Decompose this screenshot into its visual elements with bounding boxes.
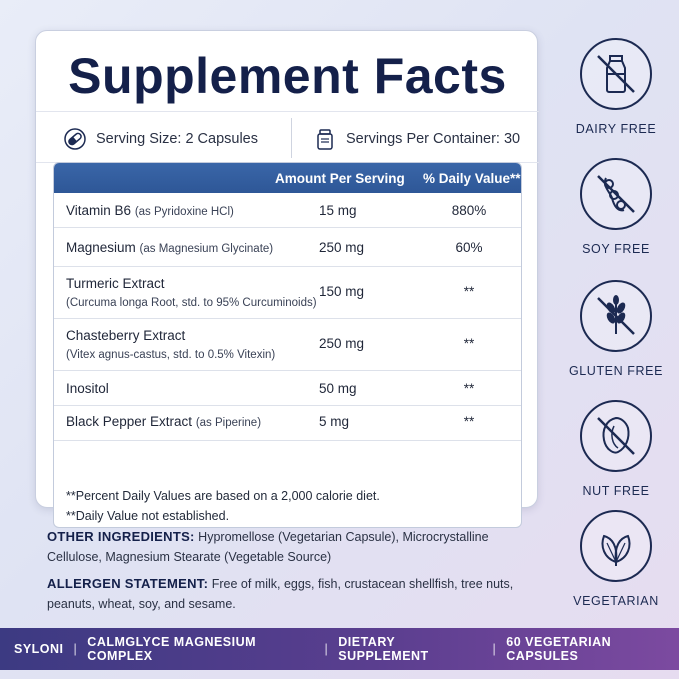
nutrient-dv: 60% <box>455 240 483 255</box>
footer-separator: | <box>73 642 78 656</box>
wheat-crossed-icon <box>580 280 652 352</box>
footer-type: DIETARY SUPPLEMENT <box>338 635 429 663</box>
footer-product: CALMGLYCE MAGNESIUM COMPLEX <box>87 635 257 663</box>
footnote-daily-values: **Percent Daily Values are based on a 2,… <box>66 489 380 503</box>
table-row: Black Pepper Extract (as Piperine) 5 mg … <box>54 406 521 441</box>
nutrient-source: (as Magnesium Glycinate) <box>139 243 274 255</box>
nutrient-source: (Vitex agnus-castus, std. to 0.5% Vitexi… <box>66 349 276 361</box>
table-row: Vitamin B6 (as Pyridoxine HCl) 15 mg 880… <box>54 193 521 228</box>
nutrient-name: Black Pepper Extract <box>66 414 193 429</box>
other-ingredients-text: Hypromellose (Vegetarian Capsule), Micro… <box>47 530 489 564</box>
footer-count: 60 VEGETARIAN CAPSULES <box>506 635 612 663</box>
nut-crossed-icon <box>580 400 652 472</box>
nutrient-dv: 880% <box>451 203 487 218</box>
nutrient-table: Amount Per Serving % Daily Value** Vitam… <box>53 162 522 528</box>
table-header: Amount Per Serving % Daily Value** <box>54 163 521 193</box>
nutrient-amount: 250 mg <box>319 336 365 351</box>
nutrient-source: (as Piperine) <box>195 417 262 429</box>
nutrient-dv: ** <box>463 336 475 351</box>
column-amount: Amount Per Serving <box>275 171 405 186</box>
nutrient-name: Magnesium <box>66 240 136 255</box>
serving-divider <box>291 118 292 158</box>
soybean-crossed-icon <box>580 158 652 230</box>
allergen-text: Free of milk, eggs, fish, crustacean she… <box>47 577 514 611</box>
nutrient-name: Vitamin B6 <box>66 203 132 218</box>
serving-size: Serving Size: 2 Capsules <box>64 128 258 150</box>
allergen-label: ALLERGEN STATEMENT: <box>47 576 209 591</box>
nutrient-amount: 15 mg <box>319 203 357 218</box>
column-daily-value: % Daily Value** <box>423 171 521 186</box>
badge-soy-free: SOY FREE <box>566 158 666 256</box>
badge-label: SOY FREE <box>582 242 650 256</box>
leaf-icon <box>580 510 652 582</box>
nutrient-amount: 250 mg <box>319 240 365 255</box>
page-title: Supplement Facts <box>68 48 507 104</box>
servings-per-container-text: Servings Per Container: 30 <box>346 131 521 147</box>
supplement-facts-panel: Supplement Facts Serving Size: 2 Capsule… <box>35 30 539 528</box>
milk-bottle-crossed-icon <box>580 38 652 110</box>
badge-label: VEGETARIAN <box>573 594 659 608</box>
badge-dairy-free: DAIRY FREE <box>566 38 666 136</box>
badge-vegetarian: VEGETARIAN <box>566 510 666 608</box>
other-ingredients-label: OTHER INGREDIENTS: <box>47 529 195 544</box>
table-row: Inositol 50 mg ** <box>54 371 521 406</box>
nutrient-amount: 50 mg <box>319 381 357 396</box>
footer-brand: SYLONI <box>14 642 64 656</box>
badge-label: DAIRY FREE <box>575 122 657 136</box>
footer-separator: | <box>324 642 329 656</box>
nutrient-name: Chasteberry Extract <box>66 328 186 343</box>
footnote-not-established: **Daily Value not established. <box>66 509 230 523</box>
serving-size-text: Serving Size: 2 Capsules <box>96 131 258 147</box>
badge-label: GLUTEN FREE <box>568 364 664 378</box>
nutrient-amount: 150 mg <box>319 284 365 299</box>
table-row: Chasteberry Extract (Vitex agnus-castus,… <box>54 319 521 371</box>
nutrient-dv: ** <box>463 414 475 429</box>
badge-gluten-free: GLUTEN FREE <box>566 280 666 378</box>
nutrient-name: Inositol <box>66 381 109 396</box>
other-ingredients: OTHER INGREDIENTS: Hypromellose (Vegetar… <box>47 527 507 567</box>
nutrient-source: (Curcuma longa Root, std. to 95% Curcumi… <box>66 297 317 309</box>
badge-label: NUT FREE <box>582 484 650 498</box>
table-row: Turmeric Extract (Curcuma longa Root, st… <box>54 267 521 319</box>
nutrient-dv: ** <box>463 284 475 299</box>
nutrient-amount: 5 mg <box>319 414 350 429</box>
capsule-icon <box>64 128 86 150</box>
table-row: Magnesium (as Magnesium Glycinate) 250 m… <box>54 228 521 267</box>
servings-per-container: Servings Per Container: 30 <box>314 128 520 150</box>
footer-separator: | <box>492 642 497 656</box>
footer-bar: SYLONI | CALMGLYCE MAGNESIUM COMPLEX | D… <box>0 628 679 670</box>
jar-icon <box>314 128 336 150</box>
allergen-statement: ALLERGEN STATEMENT: Free of milk, eggs, … <box>47 574 517 614</box>
nutrient-dv: ** <box>463 381 475 396</box>
serving-info-row: Serving Size: 2 Capsules Servings Per Co… <box>36 111 539 163</box>
badge-nut-free: NUT FREE <box>566 400 666 498</box>
nutrient-name: Turmeric Extract <box>66 276 165 291</box>
nutrient-source: (as Pyridoxine HCl) <box>134 206 234 218</box>
